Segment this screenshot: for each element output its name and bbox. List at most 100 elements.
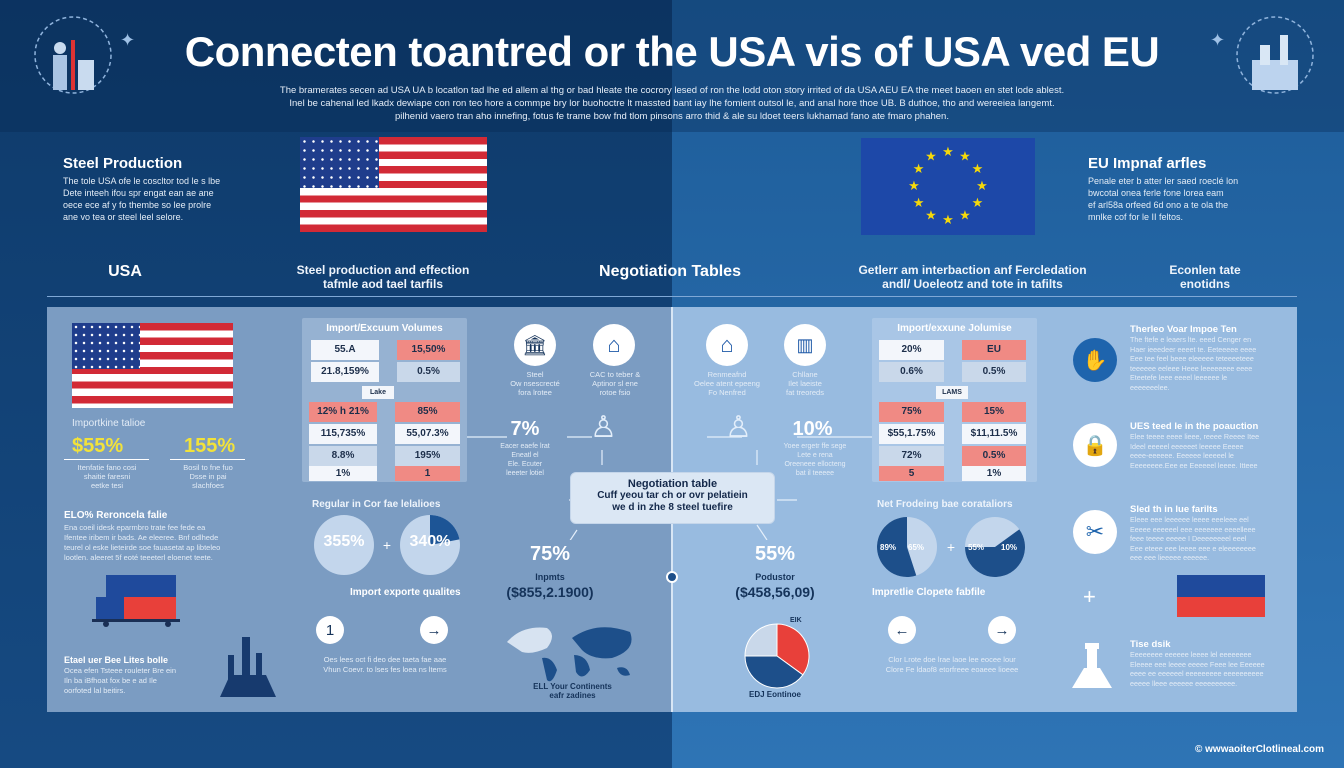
text-line: Lete e rena <box>797 452 833 459</box>
usa-pies-heading: Regular in Cor fae lelalioes <box>312 499 441 510</box>
usa-pie-1-label: 355% <box>323 533 365 550</box>
eu-pies-caption: Impretlie Clopete fabfile <box>872 587 986 598</box>
text-line: eee eee lieeeee eeeeee. <box>1130 553 1210 562</box>
star-icon: ★ <box>913 161 925 176</box>
text-line: Ele. Ecuter <box>507 461 543 468</box>
right-item: UES teed le in the poauction Elee teeee e… <box>1130 415 1295 470</box>
text-line: eeeee lleee eeeeee eeeeeeeeee. <box>1130 678 1238 688</box>
table-label: Lake <box>362 386 394 399</box>
table-cell: 85% <box>395 402 460 422</box>
text-line: andl/ Uoeleotz and tote in tafilts <box>882 277 1063 291</box>
eu-pies-heading: Net Frodeing bae corataliors <box>877 499 1013 510</box>
usa-pies: + <box>314 515 460 575</box>
footer-watermark: © wwwaoiterClotlineal.com <box>1195 744 1325 755</box>
arrow-right-icon: → <box>994 621 1010 639</box>
usa-big-pct: 75% <box>529 543 571 565</box>
right-item: Sled th in lue farilts Eleee eee leeeeee … <box>1130 498 1295 563</box>
arrow-right-button[interactable]: → <box>988 616 1016 644</box>
text-line: oorfoted lal beitirs. <box>64 686 126 695</box>
container-icon-lower <box>1177 597 1265 617</box>
usa-steel-heading: Steel Production <box>63 155 183 172</box>
bank-icon: 🏛 <box>514 324 556 366</box>
world-map-icon <box>507 627 632 682</box>
text-line: Fo Nenfred <box>708 388 746 397</box>
plus-icon: + <box>383 537 391 553</box>
table-cell: 15,50% <box>397 340 460 360</box>
table-cell: 75% <box>879 402 944 422</box>
text-line: Eleeee eee leeee eeeee Feee lee Eeeeee <box>1130 659 1265 669</box>
table-cell: 0.6% <box>879 362 944 382</box>
section-usa: USA <box>108 263 142 280</box>
eu-impact-heading: EU Impnaf arfles <box>1088 155 1207 172</box>
text-line: Oelee atent epeeng <box>694 379 760 388</box>
star-icon: ★ <box>942 144 954 159</box>
table-cell: $55,1.75% <box>879 424 944 444</box>
elo-text: Ena coeil idesk eparmbro trate fee fede … <box>64 523 274 563</box>
text-line: teurel ol eske lieteirde soe fauasetat a… <box>64 543 221 552</box>
usa-steel-text: The tole USA ofe le coscltor tod le s lb… <box>63 175 273 223</box>
text-line: Vhun Coevr. to lses fes loea ns ltems <box>323 665 447 674</box>
text-line: Steel production and effection <box>296 263 470 277</box>
text-line: Eneatl el <box>511 452 539 459</box>
eu-pie-1-slice <box>877 517 917 577</box>
text-line: bwcotal onea ferle fone lorea eam <box>1088 188 1224 198</box>
usa-pie-2-slice <box>430 515 460 545</box>
right-item-heading: UES teed le in the poauction <box>1130 421 1259 432</box>
table-cell: 1 <box>395 466 460 481</box>
plus-icon: + <box>1083 584 1096 609</box>
eu-pct-caption: Yoee ergetr ffe sege Lete e rena Oreeneee … <box>770 442 860 478</box>
eu-stars: ★ ★★★★★★★★★★★ <box>908 144 988 227</box>
usa-big-label: Inpmts <box>535 572 565 582</box>
person-outline-icon: ♙ <box>590 411 617 444</box>
text-line: mnlke cof for le II feltos. <box>1088 212 1184 222</box>
bottom-heading: Etael uer Bee Lites bolle <box>64 655 169 665</box>
text-line: Oreeneee ellocteng <box>784 461 846 468</box>
step-one-button[interactable]: 1 <box>316 616 344 644</box>
text-line: tafmle aod tael tarfils <box>322 277 444 291</box>
arrow-right-button[interactable]: → <box>420 616 448 644</box>
eu-pie-2-slice <box>965 529 1025 577</box>
cargo-truck-icon <box>92 575 180 627</box>
crossed-tools-icon: ✂ <box>1073 510 1117 554</box>
text-line: Bosil to fne fuo <box>183 463 233 472</box>
negotiation-text: Cuff yeou tar ch or ovr pelatiein we d in… <box>571 490 774 514</box>
section-steel: Steel production and effection tafmle aod… <box>283 263 483 291</box>
arrow-left-button[interactable]: ← <box>888 616 916 644</box>
star-icon: ★ <box>959 207 971 222</box>
text-line: Econlen tate <box>1169 263 1241 277</box>
text-line: ane vo tea or steel leel selore. <box>63 212 184 222</box>
lighthouse-icon <box>1072 643 1112 688</box>
table-title: Import/exxune Jolumise <box>897 323 1012 334</box>
map-caption: ELL Your Continents eafr zadines <box>500 682 645 700</box>
text-line: oece ece af y fo thembe so lee prolre <box>63 200 212 210</box>
text-line: slachfoes <box>192 481 224 490</box>
table-cell: 0.5% <box>962 362 1026 382</box>
import-tariffs-label: Importkine talioe <box>72 418 146 429</box>
subtitle-line: Inel be cahenal led lkadx dewiape con ro… <box>289 98 1055 109</box>
text-line: Cuff yeou tar ch or ovr pelatiein <box>597 490 748 501</box>
factory-icon <box>220 637 276 697</box>
table-cell: 115,735% <box>309 424 377 444</box>
subtitle-line: pilhenid vaero tran aho innefing, fotus … <box>395 111 949 122</box>
usa-pie-1 <box>314 515 374 575</box>
text-line: rotoe fsio <box>599 388 631 397</box>
eu-big-pct: 55% <box>754 543 796 565</box>
table-cell: 1% <box>309 466 377 481</box>
factory-globe-icon <box>34 16 112 94</box>
elo-heading: ELO% Reroncela falie <box>64 510 168 521</box>
text-line: fora lrotee <box>518 388 552 397</box>
star-icon: ★ <box>972 195 984 210</box>
text-line: Clore Fe ldaof8 etorfreee eoaeee lioeee <box>885 665 1019 674</box>
text-line: Haer ieeedeer eeeet te. Eeteeeee eeee <box>1130 344 1257 354</box>
usa-flag <box>300 137 487 232</box>
right-item-heading: Sled th in lue farilts <box>1130 504 1218 515</box>
house-icon: ⌂ <box>706 324 748 366</box>
eu-volumes-table: Import/exxune Jolumise 20% 0.6% EU 0.5% … <box>872 318 1037 482</box>
text-line: ELL Your Continents <box>533 682 612 691</box>
table-cell: 1% <box>962 466 1026 481</box>
stat-usa-1-caption: Itenfatie fano cosi shaitie faresni eetke … <box>62 463 152 490</box>
text-line: Ideel eeeeel eeeeeet leeeee Eeeee <box>1130 441 1244 451</box>
text-line: Getlerr am interbaction anf Fercledation <box>858 263 1087 277</box>
text-line: leeeter lotiel <box>506 470 544 477</box>
table-cell: 20% <box>879 340 944 360</box>
